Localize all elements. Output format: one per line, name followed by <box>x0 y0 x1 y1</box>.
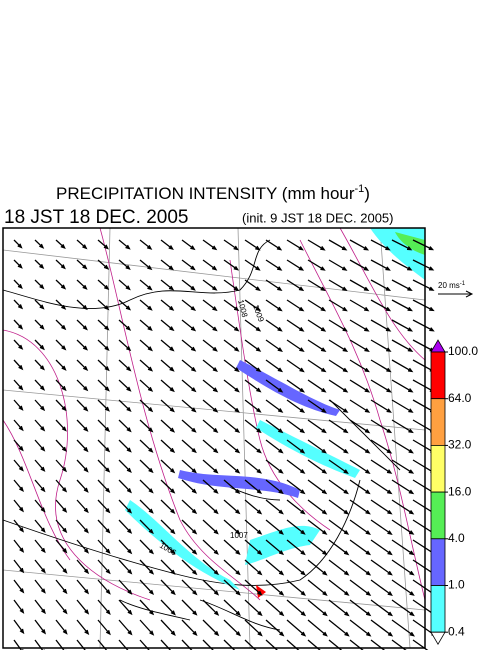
wind-vector-field <box>13 239 437 655</box>
valid-time: 18 JST 18 DEC. 2005 <box>4 207 188 228</box>
coastline <box>119 599 281 631</box>
precip-area <box>125 500 240 590</box>
colorbar-segment <box>430 351 446 400</box>
map-frame <box>2 227 426 649</box>
isobar <box>339 227 426 361</box>
precip-area <box>236 360 340 416</box>
colorbar-segment <box>430 491 446 540</box>
contour-label: 1007 <box>230 531 248 540</box>
isobar <box>2 329 151 601</box>
map: 1008 1006 1007 1009 <box>2 227 437 655</box>
colorbar-label: 1.0 <box>448 578 465 592</box>
precipitation <box>125 228 425 598</box>
colorbar-under <box>430 631 446 645</box>
title-end: ) <box>364 184 370 203</box>
precip-area <box>178 470 300 498</box>
colorbar-segment <box>430 398 446 446</box>
colorbar-label: 4.0 <box>448 531 465 545</box>
colorbar-segment <box>430 585 446 633</box>
isobar <box>99 227 261 601</box>
colorbar-segment <box>430 444 446 493</box>
vector-key-sup: -1 <box>460 281 466 287</box>
title: PRECIPITATION INTENSITY (mm hour-1) <box>56 183 370 204</box>
vector-key-label: 20 ms-1 <box>438 281 466 291</box>
colorbar-label: 32.0 <box>448 438 472 452</box>
vector-key-arrow <box>438 290 474 298</box>
isobar <box>229 259 331 531</box>
map-background <box>3 228 425 648</box>
colorbar-label: 0.4 <box>448 624 465 638</box>
precip-peak <box>256 585 266 598</box>
colorbar-over <box>430 339 446 353</box>
colorbar-label: 16.0 <box>448 484 472 498</box>
precip-area <box>395 232 425 255</box>
colorbar-label: 100.0 <box>448 344 478 358</box>
precip-area <box>245 525 320 565</box>
colorbar-segment <box>430 538 446 586</box>
isobar <box>299 239 426 601</box>
colorbar: 100.0 64.0 32.0 16.0 4.0 1.0 0.4 <box>430 339 478 645</box>
isobars <box>2 227 426 601</box>
title-main: PRECIPITATION INTENSITY (mm hour <box>56 184 355 203</box>
title-sup: -1 <box>355 183 365 195</box>
wind-vectors <box>13 239 437 655</box>
init-time: (init. 9 JST 18 DEC. 2005) <box>242 210 394 225</box>
colorbar-label: 64.0 <box>448 391 472 405</box>
vector-key-text: 20 ms <box>438 281 460 290</box>
